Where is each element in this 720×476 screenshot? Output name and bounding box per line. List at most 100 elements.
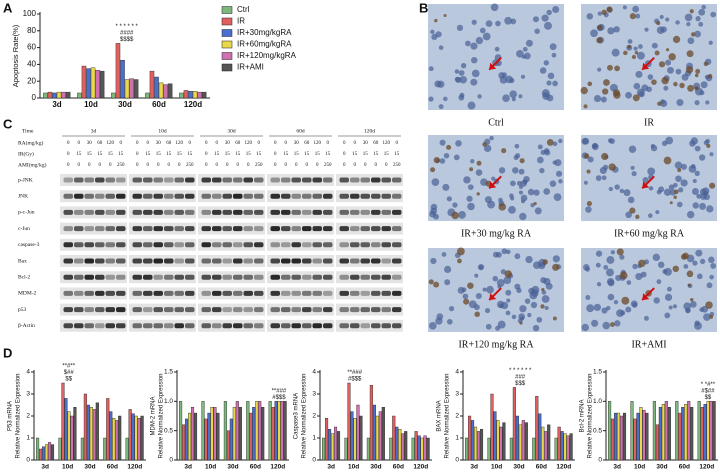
- bar: [366, 437, 370, 461]
- blot-band: [392, 274, 402, 280]
- nucleus: [676, 201, 683, 208]
- blot-condition-value: 0: [205, 152, 208, 157]
- nucleus: [537, 144, 543, 150]
- blot-band: [281, 258, 291, 264]
- bar: [179, 401, 183, 461]
- blot-condition-value: 15: [394, 152, 400, 157]
- y-tick-label: 0: [26, 457, 30, 464]
- blot-condition-value: 15: [214, 152, 220, 157]
- significance-mark: ####: [120, 30, 134, 36]
- nucleus: [595, 262, 601, 268]
- stained-cell: [656, 21, 661, 26]
- blot-band: [254, 226, 264, 232]
- blot-band: [212, 242, 222, 248]
- nucleus: [505, 249, 511, 255]
- blot-band: [201, 209, 211, 215]
- blot-band: [323, 274, 333, 280]
- blot-band: [371, 177, 381, 183]
- nucleus: [482, 32, 491, 41]
- blot-condition-value: 0: [316, 163, 319, 168]
- stained-cell: [519, 321, 523, 325]
- nucleus: [543, 188, 551, 195]
- nucleus: [540, 149, 546, 155]
- blot-strip: [60, 206, 127, 219]
- blot-band: [164, 290, 174, 296]
- blot-band: [105, 323, 115, 329]
- x-tick-label: 120d: [699, 464, 714, 471]
- blot-protein-label: caspase-3: [18, 242, 40, 248]
- nucleus: [532, 324, 540, 332]
- nucleus: [514, 143, 520, 149]
- blot-condition-value: 0: [216, 141, 219, 146]
- blot-band: [222, 307, 232, 313]
- significance-mark: $$: [705, 395, 712, 401]
- blot-strip: [267, 303, 334, 316]
- nucleus: [558, 179, 563, 184]
- nucleus: [541, 14, 549, 22]
- bar: [622, 412, 627, 461]
- blot-band: [350, 274, 360, 280]
- bar: [532, 437, 536, 461]
- blot-band: [222, 290, 232, 296]
- blot-band: [360, 193, 370, 199]
- nucleus: [534, 28, 540, 34]
- blot-condition-value: 0: [385, 163, 388, 168]
- bar: [158, 82, 164, 99]
- blot-condition-value: 15: [97, 152, 103, 157]
- stained-cell: [672, 35, 681, 44]
- nucleus: [699, 258, 706, 265]
- nucleus: [443, 153, 450, 159]
- blot-band: [281, 226, 291, 232]
- stained-cell: [469, 167, 474, 172]
- significance-mark: **#**: [62, 364, 75, 370]
- stained-cell: [668, 53, 676, 61]
- stained-cell: [663, 156, 672, 165]
- blot-band: [371, 290, 381, 296]
- nucleus: [644, 27, 649, 32]
- nucleus: [586, 13, 594, 20]
- nucleus: [701, 4, 706, 10]
- blot-band: [74, 242, 84, 248]
- blot-time: 30d: [227, 128, 236, 134]
- bar: [395, 426, 399, 461]
- blot-band: [95, 226, 105, 232]
- nucleus: [524, 298, 531, 304]
- bar: [58, 437, 62, 461]
- blot-band: [174, 209, 184, 215]
- stained-cell: [608, 163, 616, 171]
- blot-band: [312, 209, 322, 215]
- legend-swatch: [221, 40, 233, 49]
- blot-band: [281, 242, 291, 248]
- nucleus: [702, 187, 710, 195]
- nucleus: [468, 300, 477, 309]
- bar: [137, 418, 141, 461]
- blot-condition-value: 0: [274, 163, 277, 168]
- bar: [535, 396, 539, 461]
- blot-condition-value: 0: [226, 163, 229, 168]
- blot-band: [254, 242, 264, 248]
- bar: [252, 407, 256, 461]
- bar: [255, 401, 259, 461]
- nucleus: [503, 276, 512, 285]
- y-tick-label: 1.0: [593, 398, 602, 405]
- nucleus: [470, 78, 478, 86]
- blot-condition-label: IR(Gy): [18, 150, 34, 157]
- blot-band: [270, 323, 280, 329]
- bar: [378, 411, 382, 461]
- nucleus: [696, 273, 703, 280]
- nucleus: [520, 74, 526, 79]
- blot-band: [360, 209, 370, 215]
- nucleus: [459, 76, 468, 84]
- nucleus: [438, 104, 444, 110]
- bar: [213, 407, 217, 461]
- stained-cell: [583, 104, 588, 109]
- nucleus: [518, 184, 523, 189]
- blot-condition-value: 15: [145, 152, 151, 157]
- blot-band: [132, 209, 142, 215]
- nucleus: [638, 91, 645, 98]
- stained-cell: [601, 152, 609, 161]
- blot-band: [281, 307, 291, 313]
- blot-band: [392, 323, 402, 329]
- blot-band: [371, 323, 381, 329]
- nucleus: [543, 277, 551, 286]
